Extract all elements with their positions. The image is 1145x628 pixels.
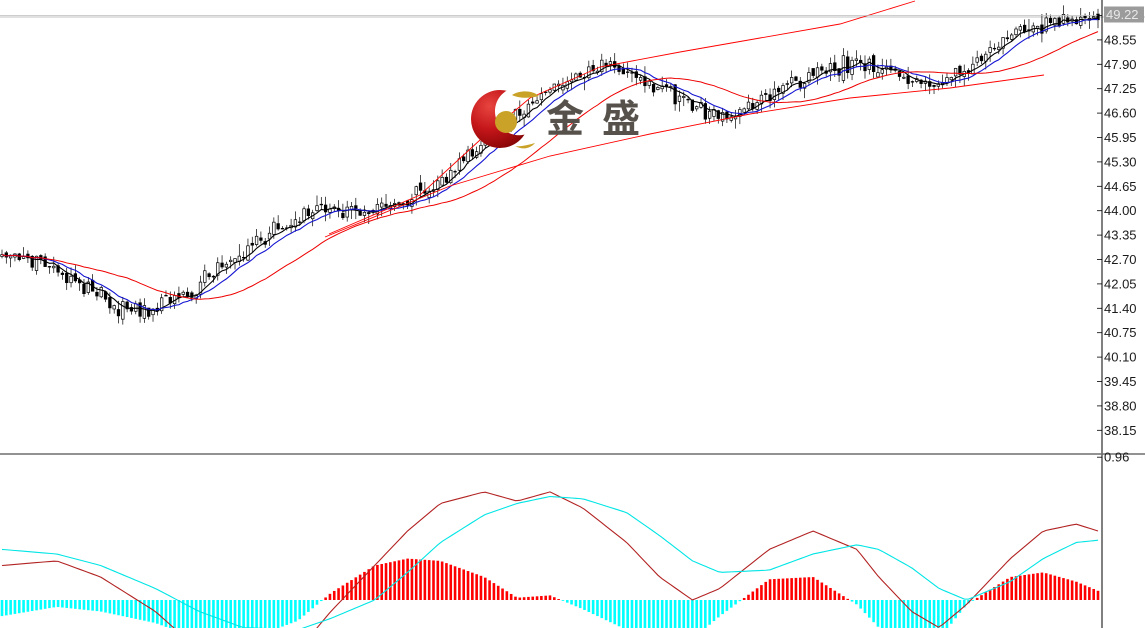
svg-text:45.30: 45.30	[1104, 154, 1137, 169]
svg-text:41.40: 41.40	[1104, 301, 1137, 316]
svg-text:金: 金	[546, 88, 584, 143]
svg-text:45.95: 45.95	[1104, 130, 1137, 145]
svg-text:47.25: 47.25	[1104, 81, 1137, 96]
svg-text:38.80: 38.80	[1104, 398, 1137, 413]
svg-text:42.05: 42.05	[1104, 276, 1137, 291]
svg-text:44.65: 44.65	[1104, 179, 1137, 194]
svg-text:43.35: 43.35	[1104, 228, 1137, 243]
svg-text:47.90: 47.90	[1104, 57, 1137, 72]
svg-text:44.00: 44.00	[1104, 203, 1137, 218]
svg-text:40.10: 40.10	[1104, 350, 1137, 365]
svg-text:盛: 盛	[602, 88, 640, 143]
svg-text:46.60: 46.60	[1104, 106, 1137, 121]
svg-text:48.55: 48.55	[1104, 32, 1137, 47]
svg-text:40.75: 40.75	[1104, 325, 1137, 340]
svg-text:39.45: 39.45	[1104, 374, 1137, 389]
svg-text:42.70: 42.70	[1104, 252, 1137, 267]
svg-text:49.22: 49.22	[1106, 7, 1139, 22]
svg-text:0.96: 0.96	[1104, 450, 1129, 465]
svg-text:38.15: 38.15	[1104, 423, 1137, 438]
